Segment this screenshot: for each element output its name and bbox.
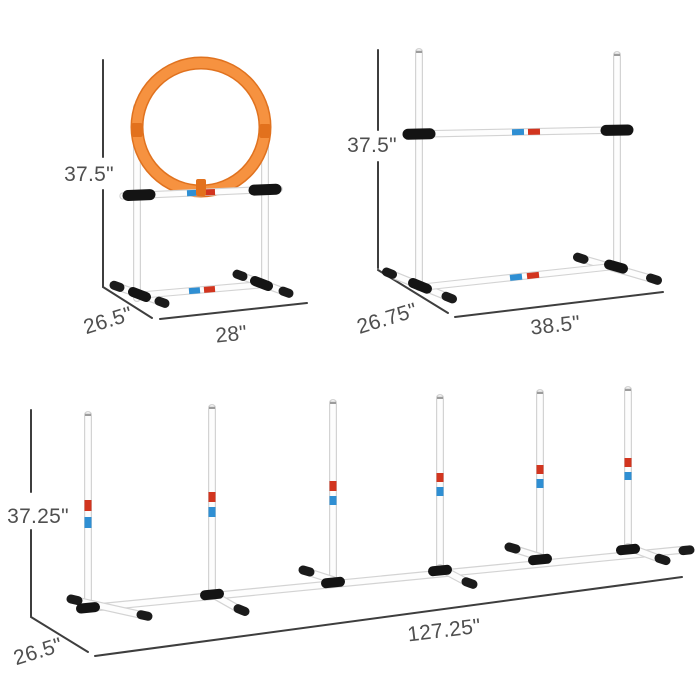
- weave-length-label: 127.25": [406, 615, 482, 647]
- hurdle-base-foot-caps: [382, 252, 662, 304]
- ring-strap-right: [259, 124, 271, 138]
- hurdle-depth-label: 26.75": [354, 299, 420, 339]
- rail-end-cap: [678, 545, 695, 556]
- hurdle-base: [382, 252, 662, 304]
- hoop-base-connectors: [128, 276, 273, 302]
- hurdle-base-marker-blue: [509, 273, 523, 281]
- weave-cross-connectors: [76, 543, 640, 614]
- weave-height-label: 37.25": [7, 505, 69, 528]
- hoop-width-line: [159, 302, 308, 320]
- weave-feet: [66, 542, 671, 621]
- hoop-dimension-lines: [102, 59, 308, 320]
- weave-depth-label: 26.5": [11, 634, 65, 671]
- weave-depth-line: [30, 616, 89, 653]
- hurdle-base-connectors: [408, 259, 628, 294]
- weave-length-line: [94, 576, 683, 657]
- hoop-width-label: 28": [214, 321, 248, 347]
- hurdle-width-line: [454, 291, 664, 318]
- hurdle-width-label: 38.5": [529, 311, 581, 339]
- weave-base-rail: [76, 545, 695, 613]
- hoop-ring-straps: [131, 123, 271, 138]
- hurdle-height-label: 37.5": [347, 134, 397, 157]
- hurdle-base-marker-red: [526, 271, 540, 280]
- hoop-depth-label: 26.5": [81, 303, 135, 340]
- hoop-height-label: 37.5": [64, 163, 114, 186]
- hoop-upright-poles: [133, 103, 269, 302]
- weave-dimension-lines: [30, 409, 683, 657]
- ring-strap-left: [131, 123, 143, 137]
- bar-cuff-left: [122, 189, 156, 201]
- base-marker-red: [203, 286, 216, 293]
- hoop-base: [109, 269, 294, 308]
- hoop-jump-bar: [119, 179, 283, 201]
- weave-poles-figure: 37.25" 26.5" 127.25": [7, 386, 695, 671]
- hoop-base-foot-caps: [109, 269, 294, 308]
- hurdle-upright-poles: [415, 48, 621, 291]
- hoop-jump-figure: 37.5" 26.5" 28": [64, 56, 308, 348]
- ring-strap-bottom: [196, 179, 206, 196]
- bar-hurdle-figure: 37.5" 26.75" 38.5": [347, 48, 664, 340]
- hurdle-jump-bar: [402, 124, 634, 140]
- weave-foot-caps: [66, 542, 671, 621]
- bar-cuff-right: [248, 183, 282, 196]
- hoop-depth-line: [102, 286, 153, 319]
- hoop-ring: [130, 56, 272, 198]
- base-marker-blue: [188, 287, 201, 295]
